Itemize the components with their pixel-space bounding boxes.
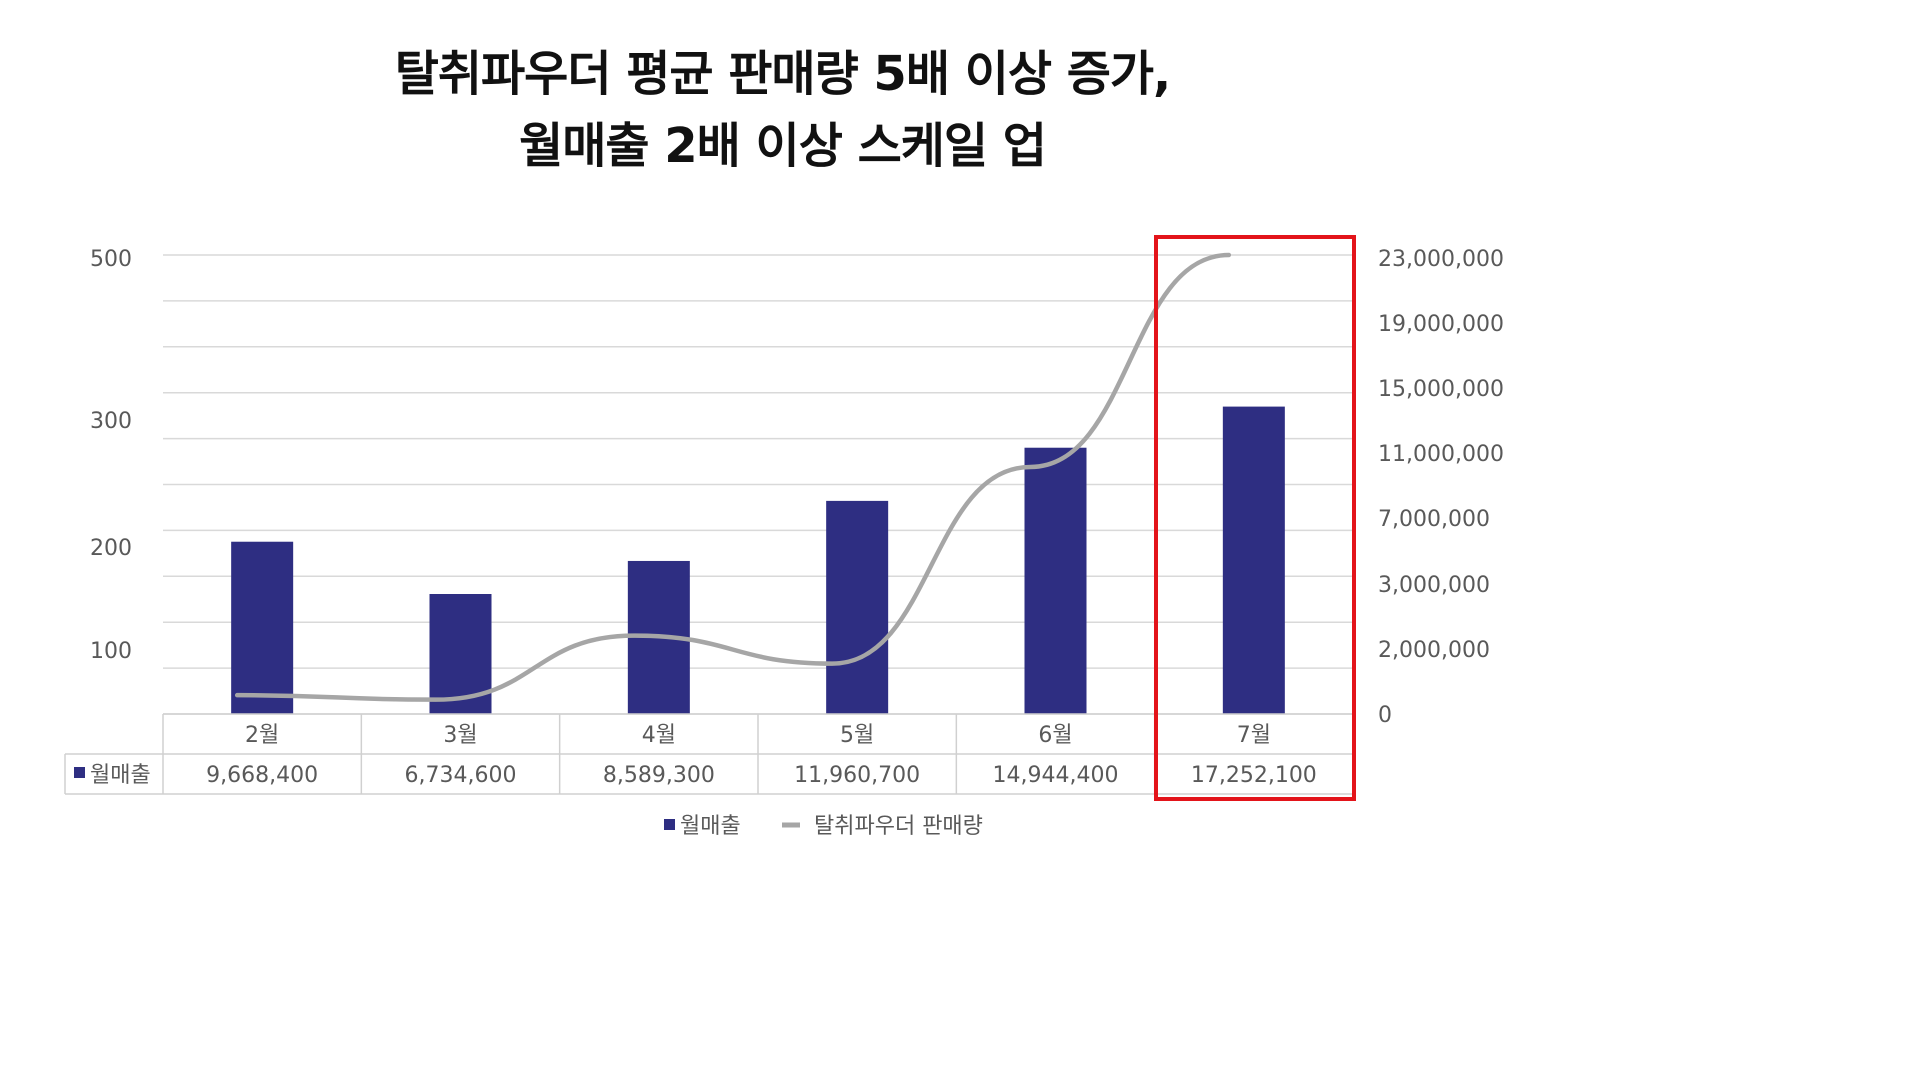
line-series: [234, 252, 1232, 702]
bar-5월: [826, 500, 889, 714]
data-table: 2월 9,668,400 3월 6,734,600 4월 8,589,300 5월 11,96…: [64, 713, 1354, 795]
right-tick-label: 23,000,000: [1378, 247, 1504, 272]
table-series-swatch: [74, 767, 85, 778]
right-tick-label: 7,000,000: [1378, 507, 1490, 532]
data-label: 8,589,300: [603, 763, 715, 788]
category-label: 7월: [1237, 723, 1271, 748]
left-tick-label: 300: [90, 409, 132, 434]
gridlines: [163, 254, 1353, 715]
category-label: 3월: [443, 723, 477, 748]
right-tick-label: 0: [1378, 703, 1392, 728]
data-label: 6,734,600: [405, 763, 517, 788]
combo-chart: 2월 9,668,400 3월 6,734,600 4월 8,589,300 5월 11,96…: [64, 235, 1504, 839]
left-axis: 500 300 200 100: [90, 247, 132, 664]
legend-swatch-bar: [664, 819, 675, 830]
bar-2월: [231, 541, 294, 714]
legend-label-line: 탈취파우더 판매량: [814, 814, 983, 839]
category-label: 2월: [245, 723, 279, 748]
chart-title-line1: 탈취파우더 평균 판매량 5배 이상 증가,: [394, 46, 1172, 102]
right-tick-label: 15,000,000: [1378, 377, 1504, 402]
legend-label-bar: 월매출: [680, 814, 741, 839]
right-axis: 23,000,000 19,000,000 15,000,000 11,000,000…: [1378, 247, 1504, 728]
chart-title: 탈취파우더 평균 판매량 5배 이상 증가, 월매출 2배 이상 스케일 업: [0, 38, 1565, 182]
data-label: 14,944,400: [993, 763, 1119, 788]
right-tick-label: 2,000,000: [1378, 638, 1490, 663]
data-label: 11,960,700: [794, 763, 920, 788]
highlight-box: [1154, 235, 1356, 801]
category-label: 6월: [1038, 723, 1072, 748]
category-label: 5월: [840, 723, 874, 748]
data-label: 17,252,100: [1191, 763, 1317, 788]
chart-title-line2: 월매출 2배 이상 스케일 업: [519, 118, 1047, 174]
legend: 월매출 탈취파우더 판매량: [664, 814, 983, 839]
line-path: [234, 252, 1232, 702]
right-tick-label: 19,000,000: [1378, 312, 1504, 337]
bar-7월: [1222, 406, 1285, 714]
category-label: 4월: [642, 723, 676, 748]
table-series-label: 월매출: [90, 763, 151, 788]
data-label: 9,668,400: [206, 763, 318, 788]
highlight-rect: [1154, 235, 1356, 801]
left-tick-label: 200: [90, 536, 132, 561]
left-tick-label: 100: [90, 639, 132, 664]
left-tick-label: 500: [90, 247, 132, 272]
right-tick-label: 11,000,000: [1378, 442, 1504, 467]
bar-6월: [1024, 447, 1087, 714]
right-tick-label: 3,000,000: [1378, 573, 1490, 598]
